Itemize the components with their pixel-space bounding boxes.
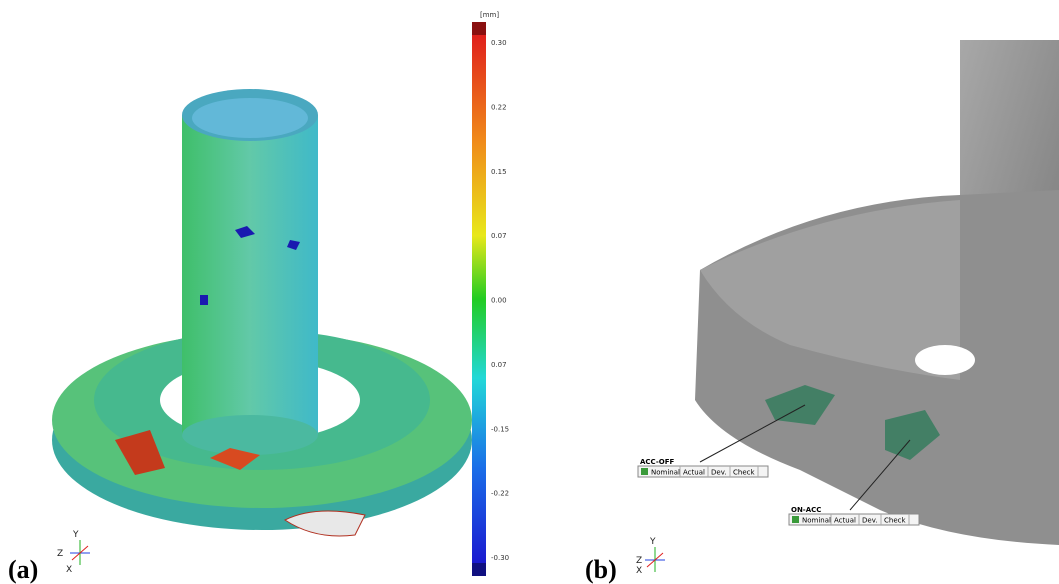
scale-tick-label: 0.00	[491, 297, 507, 305]
scale-unit: [mm]	[480, 11, 499, 19]
scale-tick-label: 0.15	[491, 168, 507, 176]
scale-tick-label: -0.22	[491, 490, 509, 498]
cylinder-inner	[192, 98, 308, 138]
callout-icon	[641, 468, 648, 475]
callout-column: Actual	[834, 517, 856, 525]
scale-tick-label: -0.15	[491, 425, 509, 433]
cylinder	[182, 115, 318, 435]
panel-a: (a) Y Z X [mm] 0.30 0.22 0.15 0.07 0.00 0.07 -…	[8, 11, 509, 584]
scale-tick-label: 0.07	[491, 361, 507, 369]
callout-icon	[792, 516, 799, 523]
callout-column: Check	[733, 469, 755, 477]
callout-column: Nominal	[802, 517, 831, 525]
callout-column: Nominal	[651, 469, 680, 477]
callout-title: ON-ACC	[791, 506, 821, 514]
panel-label: (a)	[8, 555, 38, 584]
axis-triad: Y Z X	[636, 537, 665, 576]
scale-under	[472, 563, 486, 576]
figure: (a) Y Z X [mm] 0.30 0.22 0.15 0.07 0.00 0.07 -…	[0, 0, 1059, 584]
callout-column: Check	[884, 517, 906, 525]
panel-label: (b)	[585, 555, 617, 584]
cylinder-foot	[182, 415, 318, 455]
axis-letter: Z	[636, 556, 642, 566]
axis-letter: X	[66, 565, 72, 575]
scale-over	[472, 22, 486, 35]
scale-bar	[472, 35, 486, 563]
axis-letter: X	[636, 566, 642, 576]
tab	[285, 511, 365, 536]
hole	[915, 345, 975, 375]
scale-tick-label: 0.30	[491, 39, 507, 47]
scale-tick-label: 0.22	[491, 103, 507, 111]
callout-title: ACC-OFF	[640, 458, 674, 466]
axis-letter: Y	[649, 537, 656, 547]
callout-column: Actual	[683, 469, 705, 477]
callout-column: Dev.	[711, 469, 727, 477]
axis-letter: Y	[72, 530, 79, 540]
axis-triad: Y Z X	[57, 530, 90, 575]
axis-letter: Z	[57, 549, 63, 559]
color-scale: [mm] 0.30 0.22 0.15 0.07 0.00 0.07 -0.15 -0.22 -…	[472, 11, 509, 576]
callout-column: Dev.	[862, 517, 878, 525]
scale-tick-label: -0.30	[491, 554, 509, 562]
scale-tick-label: 0.07	[491, 232, 507, 240]
